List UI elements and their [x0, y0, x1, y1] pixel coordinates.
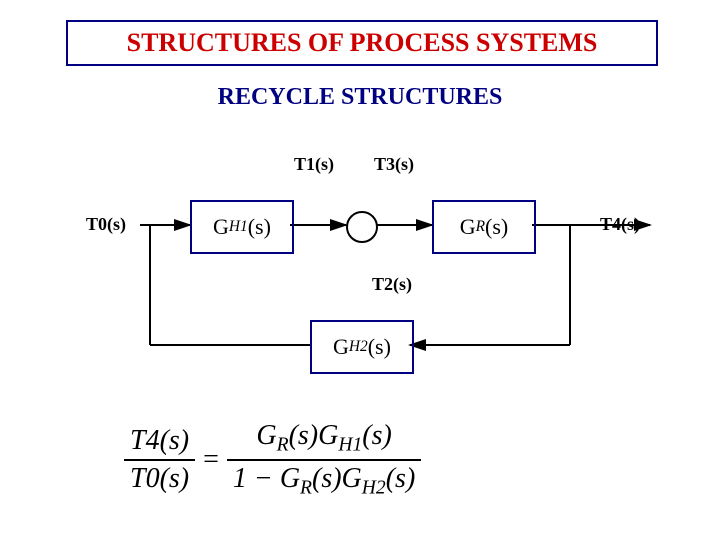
- label-t3: T3(s): [374, 154, 414, 175]
- block-gh2: GH2(s): [310, 320, 414, 374]
- page-title-box: STRUCTURES OF PROCESS SYSTEMS: [66, 20, 658, 66]
- transfer-function-equation: T4(s)T0(s)=GR(s)GH1(s)1 − GR(s)GH2(s): [124, 420, 421, 499]
- label-t4: T4(s): [600, 214, 640, 235]
- page-title: STRUCTURES OF PROCESS SYSTEMS: [127, 28, 598, 57]
- label-t0: T0(s): [86, 214, 126, 235]
- block-gr: GR(s): [432, 200, 536, 254]
- subtitle: RECYCLE STRUCTURES: [200, 84, 520, 111]
- block-gh1: GH1(s): [190, 200, 294, 254]
- label-t1: T1(s): [294, 154, 334, 175]
- label-t2: T2(s): [372, 274, 412, 295]
- summing-junction: [346, 211, 378, 243]
